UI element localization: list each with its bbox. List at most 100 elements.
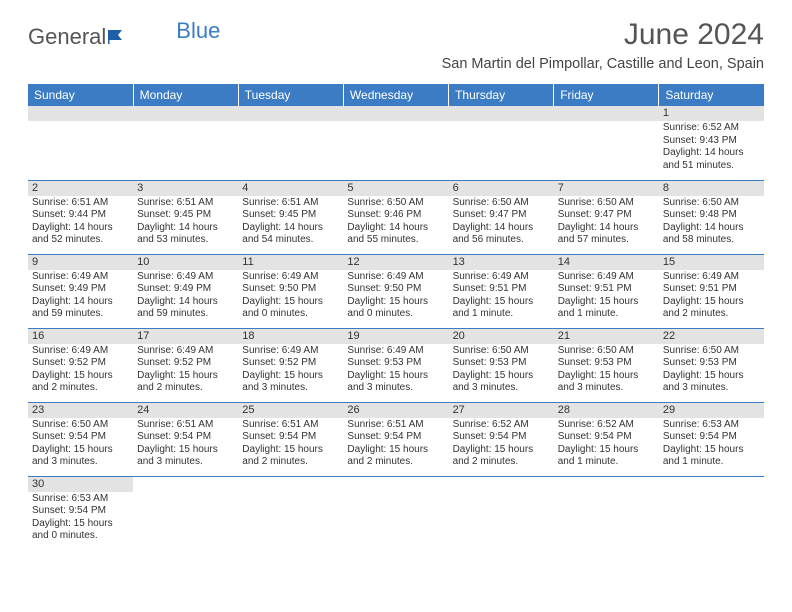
- sunrise-text: Sunrise: 6:51 AM: [32, 197, 129, 210]
- day-details: Sunrise: 6:53 AMSunset: 9:54 PMDaylight:…: [28, 492, 133, 545]
- day-number: 30: [28, 477, 133, 492]
- sunset-text: Sunset: 9:52 PM: [137, 357, 234, 370]
- calendar-day-cell: 21Sunrise: 6:50 AMSunset: 9:53 PMDayligh…: [554, 328, 659, 402]
- calendar-week-row: 23Sunrise: 6:50 AMSunset: 9:54 PMDayligh…: [28, 402, 764, 476]
- sunrise-text: Sunrise: 6:49 AM: [32, 345, 129, 358]
- calendar-day-cell: 29Sunrise: 6:53 AMSunset: 9:54 PMDayligh…: [659, 402, 764, 476]
- day-details: Sunrise: 6:51 AMSunset: 9:45 PMDaylight:…: [238, 196, 343, 249]
- calendar-week-row: 16Sunrise: 6:49 AMSunset: 9:52 PMDayligh…: [28, 328, 764, 402]
- day-number: 23: [28, 403, 133, 418]
- day-details: Sunrise: 6:49 AMSunset: 9:49 PMDaylight:…: [28, 270, 133, 323]
- daylight-text-1: Daylight: 14 hours: [347, 222, 444, 235]
- daylight-text-2: and 2 minutes.: [663, 308, 760, 321]
- header: GeneralBlue June 2024 San Martin del Pim…: [0, 0, 792, 78]
- calendar-week-row: 9Sunrise: 6:49 AMSunset: 9:49 PMDaylight…: [28, 254, 764, 328]
- daylight-text-2: and 59 minutes.: [32, 308, 129, 321]
- calendar-day-cell: 17Sunrise: 6:49 AMSunset: 9:52 PMDayligh…: [133, 328, 238, 402]
- calendar-day-cell: 26Sunrise: 6:51 AMSunset: 9:54 PMDayligh…: [343, 402, 448, 476]
- calendar-day-cell: 15Sunrise: 6:49 AMSunset: 9:51 PMDayligh…: [659, 254, 764, 328]
- sunset-text: Sunset: 9:53 PM: [453, 357, 550, 370]
- daylight-text-1: Daylight: 15 hours: [453, 370, 550, 383]
- calendar-week-row: 30Sunrise: 6:53 AMSunset: 9:54 PMDayligh…: [28, 476, 764, 550]
- day-details: Sunrise: 6:49 AMSunset: 9:52 PMDaylight:…: [238, 344, 343, 397]
- sunrise-text: Sunrise: 6:51 AM: [242, 197, 339, 210]
- daylight-text-2: and 59 minutes.: [137, 308, 234, 321]
- daylight-text-2: and 54 minutes.: [242, 234, 339, 247]
- calendar-day-cell: [133, 106, 238, 180]
- calendar-day-cell: 4Sunrise: 6:51 AMSunset: 9:45 PMDaylight…: [238, 180, 343, 254]
- calendar-day-cell: 25Sunrise: 6:51 AMSunset: 9:54 PMDayligh…: [238, 402, 343, 476]
- day-details: Sunrise: 6:51 AMSunset: 9:45 PMDaylight:…: [133, 196, 238, 249]
- day-details: Sunrise: 6:50 AMSunset: 9:53 PMDaylight:…: [449, 344, 554, 397]
- day-details: Sunrise: 6:49 AMSunset: 9:50 PMDaylight:…: [238, 270, 343, 323]
- calendar-day-cell: 3Sunrise: 6:51 AMSunset: 9:45 PMDaylight…: [133, 180, 238, 254]
- daylight-text-2: and 3 minutes.: [32, 456, 129, 469]
- sunrise-text: Sunrise: 6:49 AM: [32, 271, 129, 284]
- daylight-text-1: Daylight: 15 hours: [242, 444, 339, 457]
- sunrise-text: Sunrise: 6:50 AM: [453, 197, 550, 210]
- day-details: Sunrise: 6:49 AMSunset: 9:52 PMDaylight:…: [133, 344, 238, 397]
- daylight-text-2: and 2 minutes.: [347, 456, 444, 469]
- calendar-day-cell: [554, 476, 659, 550]
- calendar-day-cell: 22Sunrise: 6:50 AMSunset: 9:53 PMDayligh…: [659, 328, 764, 402]
- sunrise-text: Sunrise: 6:49 AM: [558, 271, 655, 284]
- sunset-text: Sunset: 9:54 PM: [558, 431, 655, 444]
- calendar-day-cell: 1Sunrise: 6:52 AMSunset: 9:43 PMDaylight…: [659, 106, 764, 180]
- daylight-text-2: and 53 minutes.: [137, 234, 234, 247]
- sunrise-text: Sunrise: 6:49 AM: [137, 345, 234, 358]
- sunrise-text: Sunrise: 6:50 AM: [558, 197, 655, 210]
- day-details: Sunrise: 6:50 AMSunset: 9:53 PMDaylight:…: [659, 344, 764, 397]
- sunrise-text: Sunrise: 6:49 AM: [347, 271, 444, 284]
- sunrise-text: Sunrise: 6:51 AM: [347, 419, 444, 432]
- sunset-text: Sunset: 9:54 PM: [347, 431, 444, 444]
- weekday-header: Wednesday: [343, 84, 448, 106]
- daylight-text-1: Daylight: 14 hours: [32, 296, 129, 309]
- day-number: 24: [133, 403, 238, 418]
- calendar-day-cell: 28Sunrise: 6:52 AMSunset: 9:54 PMDayligh…: [554, 402, 659, 476]
- daylight-text-1: Daylight: 15 hours: [453, 444, 550, 457]
- sunset-text: Sunset: 9:46 PM: [347, 209, 444, 222]
- page-title: June 2024: [442, 18, 764, 52]
- daylight-text-1: Daylight: 14 hours: [242, 222, 339, 235]
- daylight-text-2: and 3 minutes.: [558, 382, 655, 395]
- day-number: 10: [133, 255, 238, 270]
- sunset-text: Sunset: 9:44 PM: [32, 209, 129, 222]
- sunset-text: Sunset: 9:51 PM: [558, 283, 655, 296]
- sunset-text: Sunset: 9:47 PM: [558, 209, 655, 222]
- daylight-text-2: and 3 minutes.: [137, 456, 234, 469]
- daylight-text-1: Daylight: 15 hours: [347, 296, 444, 309]
- sunrise-text: Sunrise: 6:49 AM: [347, 345, 444, 358]
- calendar-day-cell: [238, 476, 343, 550]
- day-number: 5: [343, 181, 448, 196]
- sunset-text: Sunset: 9:54 PM: [32, 431, 129, 444]
- calendar-day-cell: 7Sunrise: 6:50 AMSunset: 9:47 PMDaylight…: [554, 180, 659, 254]
- daylight-text-1: Daylight: 14 hours: [453, 222, 550, 235]
- calendar-day-cell: 9Sunrise: 6:49 AMSunset: 9:49 PMDaylight…: [28, 254, 133, 328]
- sunset-text: Sunset: 9:45 PM: [242, 209, 339, 222]
- sunrise-text: Sunrise: 6:49 AM: [242, 345, 339, 358]
- calendar-day-cell: 23Sunrise: 6:50 AMSunset: 9:54 PMDayligh…: [28, 402, 133, 476]
- day-number: 27: [449, 403, 554, 418]
- sunrise-text: Sunrise: 6:52 AM: [453, 419, 550, 432]
- sunrise-text: Sunrise: 6:50 AM: [32, 419, 129, 432]
- sunrise-text: Sunrise: 6:53 AM: [32, 493, 129, 506]
- sunrise-text: Sunrise: 6:49 AM: [137, 271, 234, 284]
- daylight-text-1: Daylight: 15 hours: [137, 444, 234, 457]
- weekday-header: Saturday: [659, 84, 764, 106]
- daylight-text-2: and 2 minutes.: [242, 456, 339, 469]
- calendar-day-cell: 14Sunrise: 6:49 AMSunset: 9:51 PMDayligh…: [554, 254, 659, 328]
- calendar-day-cell: [343, 106, 448, 180]
- daylight-text-1: Daylight: 14 hours: [32, 222, 129, 235]
- day-details: Sunrise: 6:50 AMSunset: 9:48 PMDaylight:…: [659, 196, 764, 249]
- day-number: 4: [238, 181, 343, 196]
- sunset-text: Sunset: 9:50 PM: [242, 283, 339, 296]
- day-number: 20: [449, 329, 554, 344]
- day-number: 7: [554, 181, 659, 196]
- sunset-text: Sunset: 9:54 PM: [137, 431, 234, 444]
- calendar-day-cell: [343, 476, 448, 550]
- sunrise-text: Sunrise: 6:49 AM: [663, 271, 760, 284]
- calendar-day-cell: [28, 106, 133, 180]
- calendar-day-cell: [554, 106, 659, 180]
- sunset-text: Sunset: 9:51 PM: [663, 283, 760, 296]
- daylight-text-1: Daylight: 14 hours: [663, 147, 760, 160]
